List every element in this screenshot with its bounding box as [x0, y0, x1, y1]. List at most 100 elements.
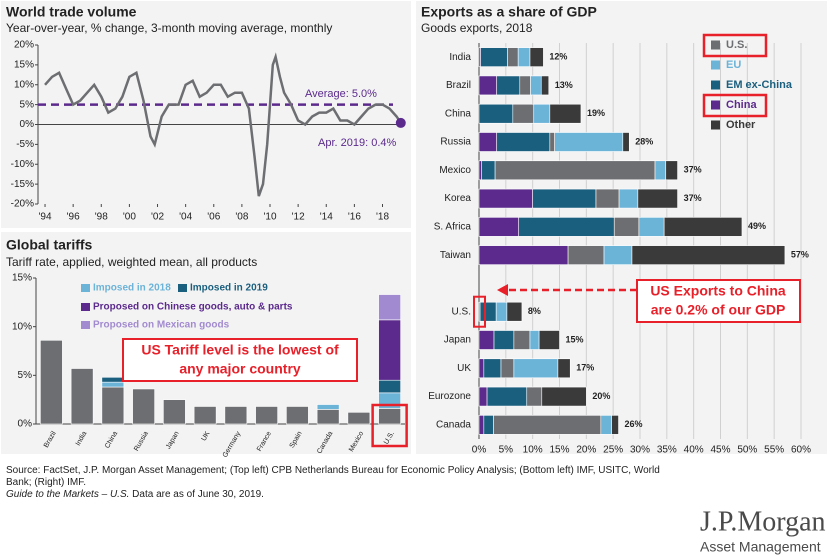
- x-tick-label: '12: [292, 212, 305, 223]
- bar-segment: [478, 188, 533, 209]
- bar-segment: [316, 409, 340, 425]
- y-tick-label: Korea: [444, 193, 471, 204]
- legend-swatch: [81, 303, 90, 311]
- total-label: 17%: [576, 363, 594, 373]
- bar-segment: [513, 330, 531, 350]
- y-tick-label: 0%: [18, 419, 33, 430]
- bar-segment: [600, 415, 612, 435]
- bar-segment: [478, 75, 498, 96]
- x-tick-label: 20%: [576, 445, 596, 456]
- x-tick-label: '04: [179, 212, 192, 223]
- legend-swatch: [711, 100, 720, 110]
- x-tick-label: '14: [320, 212, 333, 223]
- y-tick-label: India: [449, 52, 471, 63]
- bar-segment: [478, 245, 569, 265]
- note: Guide to the Markets – U.S. Data are as …: [6, 489, 686, 501]
- bar-segment: [193, 406, 217, 425]
- bar-segment: [483, 415, 494, 435]
- bar-segment: [478, 160, 482, 181]
- legend-label: Proposed on Mexican goods: [93, 320, 230, 331]
- bar-segment: [493, 415, 602, 435]
- bar-segment: [603, 245, 633, 265]
- bar-segment: [40, 339, 63, 425]
- bar-segment: [478, 132, 498, 152]
- chart-title: Global tariffs: [6, 237, 93, 253]
- bar-segment: [500, 358, 515, 379]
- bar-segment: [378, 294, 401, 321]
- bar-segment: [483, 358, 502, 379]
- bar-segment: [567, 245, 605, 265]
- annotation: Average: 5.0%: [305, 88, 377, 100]
- bar-segment: [478, 217, 520, 237]
- bar-segment: [549, 103, 582, 124]
- legend-label: Other: [726, 119, 756, 131]
- total-label: 28%: [635, 136, 653, 146]
- x-tick-label: UK: [201, 430, 212, 442]
- y-tick-label: Eurozone: [428, 391, 471, 402]
- highlight-box: [702, 33, 768, 58]
- total-label: 20%: [592, 391, 610, 401]
- bar-segment: [479, 301, 497, 322]
- x-tick-label: '08: [235, 212, 248, 223]
- arrowhead: [497, 284, 508, 296]
- x-tick-label: '06: [207, 212, 220, 223]
- y-tick-label: -15%: [11, 179, 34, 190]
- y-tick-label: 0%: [20, 119, 35, 130]
- highlight-box: [473, 295, 486, 328]
- source: Source: FactSet, J.P. Morgan Asset Manag…: [6, 465, 660, 488]
- x-tick-label: 35%: [657, 445, 677, 456]
- bar-segment: [378, 408, 401, 425]
- total-label: 26%: [625, 419, 643, 429]
- y-tick-label: 15%: [14, 60, 34, 71]
- bar-segment: [540, 75, 550, 96]
- chart-subtitle: Tariff rate, applied, weighted mean, all…: [6, 255, 257, 269]
- total-label: 49%: [748, 221, 766, 231]
- total-label: 37%: [684, 193, 702, 203]
- legend-swatch: [81, 321, 90, 329]
- bar-segment: [101, 381, 125, 388]
- bar-segment: [518, 217, 615, 237]
- y-tick-label: 10%: [12, 321, 32, 332]
- bar-segment: [533, 103, 551, 124]
- x-tick-label: '02: [151, 212, 164, 223]
- bar-segment: [529, 47, 544, 67]
- annotation: any major country: [179, 361, 301, 377]
- bar-segment: [541, 386, 587, 407]
- bar-segment: [478, 415, 485, 435]
- bar-segment: [70, 368, 94, 425]
- bar-segment: [486, 386, 528, 407]
- bar-segment: [478, 358, 485, 379]
- total-label: 19%: [587, 108, 605, 118]
- logo: J.P.Morgan: [700, 506, 826, 537]
- bar-segment: [654, 160, 667, 181]
- bar-segment: [494, 160, 656, 181]
- x-tick-label: 25%: [603, 445, 623, 456]
- annotation: US Tariff level is the lowest of: [141, 342, 339, 358]
- bar-segment: [517, 47, 531, 67]
- bar-segment: [519, 75, 531, 96]
- legend-label: Imposed in 2018: [93, 283, 171, 294]
- bar-segment: [554, 132, 624, 152]
- bar-segment: [595, 188, 620, 209]
- bar-segment: [512, 103, 535, 124]
- highlight-box: [371, 403, 408, 448]
- total-label: 8%: [528, 306, 541, 316]
- legend-label: China: [726, 99, 757, 111]
- y-tick-label: Canada: [436, 419, 471, 430]
- y-tick-label: -10%: [11, 159, 34, 170]
- x-tick-label: 0%: [472, 445, 487, 456]
- x-tick-label: 15%: [549, 445, 569, 456]
- y-tick-label: China: [445, 108, 472, 119]
- legend-label: EU: [726, 59, 741, 71]
- total-label: 12%: [549, 52, 567, 62]
- x-tick-label: 5%: [499, 445, 514, 456]
- bar-segment: [526, 386, 543, 407]
- bar-segment: [163, 399, 186, 425]
- bar-segment: [101, 376, 125, 383]
- bar-segment: [622, 132, 630, 152]
- highlight-box: [702, 93, 768, 118]
- logo-subtitle: Asset Management: [700, 539, 821, 555]
- y-tick-label: Brazil: [446, 80, 471, 91]
- y-tick-label: UK: [457, 363, 471, 374]
